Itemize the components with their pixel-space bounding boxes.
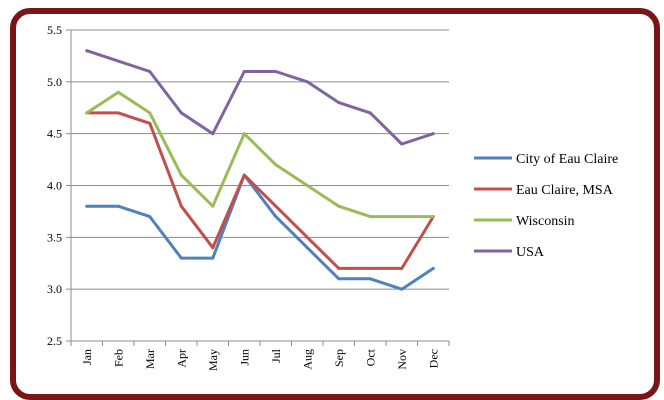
data-point [368,111,372,115]
data-point [211,204,215,208]
legend-label: Wisconsin [516,214,575,229]
series-line [85,111,435,270]
data-point [368,266,372,270]
x-tick-label: May [206,349,220,371]
data-point [179,256,183,260]
series-line [85,90,435,219]
x-tick-label: Mar [143,349,157,369]
x-tick-label: Jul [269,348,283,363]
data-point [274,163,278,167]
legend-label: City of Eau Claire [516,152,618,167]
x-tick-label: Feb [111,349,125,367]
data-point [400,266,404,270]
y-tick-label: 2.5 [47,334,62,348]
x-tick-label: Dec [426,349,440,368]
data-point [179,204,183,208]
data-point [148,215,152,219]
data-point [431,266,435,270]
series-line [85,173,435,291]
y-tick-label: 4.0 [47,179,62,193]
data-point [179,173,183,177]
data-point [85,111,89,115]
data-point [85,204,89,208]
data-point [337,101,341,105]
data-point [242,173,246,177]
data-point [116,90,120,94]
data-point [85,49,89,53]
x-tick-label: Aug [300,349,314,370]
data-point [337,277,341,281]
y-tick-label: 5.0 [47,75,62,89]
data-point [242,132,246,136]
data-point [274,69,278,73]
data-point [337,266,341,270]
legend-label: Eau Claire, MSA [516,183,614,198]
data-point [274,204,278,208]
series-line [85,49,435,146]
x-tick-label: Jan [80,349,94,365]
legend-label: USA [516,245,545,260]
data-point [242,69,246,73]
data-point [148,121,152,125]
data-point [305,184,309,187]
x-tick-label: Jun [237,349,251,366]
data-point [400,215,404,219]
x-tick-label: Oct [363,348,377,366]
data-point [431,132,435,136]
data-point [368,215,372,219]
x-tick-label: Sep [332,349,346,367]
data-point [211,132,215,136]
y-tick-label: 3.0 [47,282,62,296]
data-point [274,215,278,219]
data-point [211,256,215,260]
x-tick-label: Apr [174,349,188,368]
y-tick-label: 3.5 [47,230,62,244]
data-point [179,111,183,115]
data-point [400,287,404,291]
data-point [305,246,309,250]
data-point [368,277,372,281]
data-point [305,235,309,239]
data-point [431,215,435,219]
data-point [305,80,309,84]
x-tick-label: Nov [395,349,409,370]
data-point [148,69,152,73]
y-tick-label: 5.5 [47,23,62,37]
y-tick-label: 4.5 [47,127,62,141]
data-point [116,204,120,208]
data-point [116,59,120,63]
data-point [148,111,152,115]
data-point [400,142,404,146]
data-point [337,204,341,208]
data-point [211,246,215,250]
data-point [116,111,120,115]
